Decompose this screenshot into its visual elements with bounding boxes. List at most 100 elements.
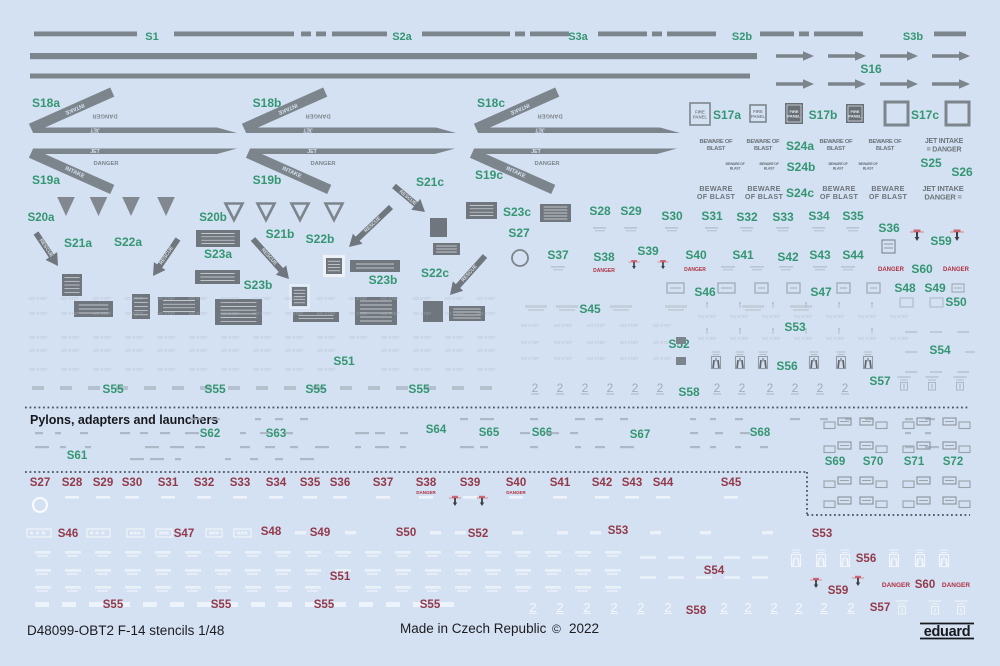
svg-text:NO STEP: NO STEP — [221, 335, 240, 340]
svg-text:BEWARE OF: BEWARE OF — [725, 162, 745, 166]
svg-text:S46: S46 — [58, 528, 78, 540]
svg-text:S22c: S22c — [421, 266, 449, 280]
svg-text:NO STEP: NO STEP — [157, 311, 176, 316]
svg-text:NO STEP: NO STEP — [253, 335, 272, 340]
svg-text:NO STEP: NO STEP — [521, 323, 540, 328]
svg-text:BLAST: BLAST — [730, 167, 742, 171]
svg-text:= DANGER: = DANGER — [927, 147, 962, 154]
svg-text:2: 2 — [795, 600, 802, 615]
svg-text:S42: S42 — [777, 250, 799, 264]
svg-text:BLAST: BLAST — [863, 167, 875, 171]
svg-text:NO STEP: NO STEP — [189, 335, 208, 340]
svg-text:NO STEP: NO STEP — [381, 335, 400, 340]
svg-text:NO STEP: NO STEP — [349, 311, 368, 316]
svg-text:S35: S35 — [300, 477, 321, 489]
svg-text:NO STEP: NO STEP — [587, 356, 606, 361]
svg-text:NO STEP: NO STEP — [762, 336, 781, 341]
svg-text:NO STEP: NO STEP — [445, 367, 464, 372]
svg-text:S31: S31 — [158, 477, 179, 489]
svg-text:NO STEP: NO STEP — [477, 296, 496, 301]
svg-text:2: 2 — [632, 381, 639, 395]
svg-text:FIRE: FIRE — [850, 109, 859, 114]
svg-text:S29: S29 — [620, 204, 642, 218]
svg-text:NO STEP: NO STEP — [413, 335, 432, 340]
svg-text:S44: S44 — [653, 477, 674, 489]
svg-text:S53: S53 — [608, 525, 628, 537]
svg-text:S19a: S19a — [32, 173, 60, 187]
svg-text:S56: S56 — [856, 553, 876, 565]
svg-text:S24c: S24c — [786, 186, 814, 200]
svg-text:NO STEP: NO STEP — [349, 335, 368, 340]
svg-text:NO STEP: NO STEP — [253, 348, 272, 353]
svg-text:NO STEP: NO STEP — [620, 356, 639, 361]
svg-text:NO STEP: NO STEP — [521, 356, 540, 361]
svg-text:S65: S65 — [479, 427, 500, 439]
svg-text:FIRE: FIRE — [695, 110, 705, 115]
svg-text:NO STEP: NO STEP — [445, 311, 464, 316]
svg-text:2: 2 — [744, 600, 751, 615]
svg-text:S54: S54 — [704, 565, 725, 577]
svg-text:2: 2 — [529, 600, 536, 615]
svg-text:BLAST: BLAST — [707, 146, 726, 152]
svg-text:2: 2 — [842, 381, 849, 395]
svg-text:NO STEP: NO STEP — [317, 296, 336, 301]
svg-text:2: 2 — [532, 381, 539, 395]
svg-text:PANEL: PANEL — [693, 115, 708, 120]
svg-text:NO STEP: NO STEP — [826, 336, 845, 341]
svg-text:S49: S49 — [924, 281, 946, 295]
svg-text:NO STEP: NO STEP — [477, 335, 496, 340]
svg-text:DANGER: DANGER — [684, 267, 706, 273]
svg-text:BEWARE: BEWARE — [822, 184, 855, 193]
svg-text:DANGER: DANGER — [310, 161, 336, 167]
svg-text:S59: S59 — [828, 585, 848, 597]
svg-text:S47: S47 — [810, 285, 832, 299]
svg-text:S21c: S21c — [416, 175, 444, 189]
svg-text:S55: S55 — [211, 599, 232, 611]
svg-text:BEWARE OF: BEWARE OF — [820, 139, 854, 145]
svg-text:NO STEP: NO STEP — [93, 335, 112, 340]
svg-text:S42: S42 — [592, 477, 612, 489]
svg-text:NO STEP: NO STEP — [61, 348, 80, 353]
svg-text:S35: S35 — [842, 209, 864, 223]
svg-text:NO STEP: NO STEP — [29, 367, 48, 372]
svg-text:NO STEP: NO STEP — [554, 323, 573, 328]
svg-text:S43: S43 — [622, 477, 642, 489]
svg-text:NO STEP: NO STEP — [858, 314, 877, 319]
svg-text:JET: JET — [90, 149, 100, 155]
svg-text:NO STEP: NO STEP — [285, 367, 304, 372]
svg-text:NO STEP: NO STEP — [221, 348, 240, 353]
svg-text:BEWARE: BEWARE — [747, 184, 780, 193]
svg-text:NO STEP: NO STEP — [317, 367, 336, 372]
svg-text:S47: S47 — [174, 528, 194, 540]
svg-text:NO STEP: NO STEP — [189, 367, 208, 372]
svg-text:NO STEP: NO STEP — [317, 335, 336, 340]
svg-text:S31: S31 — [701, 209, 723, 223]
svg-text:S40: S40 — [506, 477, 526, 489]
svg-text:BEWARE OF: BEWARE OF — [858, 162, 878, 166]
svg-text:S45: S45 — [579, 302, 601, 316]
svg-text:S18a: S18a — [32, 96, 60, 110]
svg-text:2: 2 — [637, 600, 644, 615]
svg-text:S28: S28 — [589, 204, 611, 218]
svg-text:S29: S29 — [93, 477, 113, 489]
svg-text:NO STEP: NO STEP — [445, 348, 464, 353]
svg-text:NO STEP: NO STEP — [794, 314, 813, 319]
svg-text:NO STEP: NO STEP — [477, 311, 496, 316]
svg-text:DANGER: DANGER — [943, 267, 970, 273]
svg-text:Pylons, adapters and launchers: Pylons, adapters and launchers — [30, 413, 218, 427]
svg-text:S18c: S18c — [477, 96, 505, 110]
svg-text:BEWARE OF: BEWARE OF — [747, 139, 781, 145]
svg-text:NO STEP: NO STEP — [29, 296, 48, 301]
svg-text:NO STEP: NO STEP — [125, 348, 144, 353]
svg-text:NO STEP: NO STEP — [125, 311, 144, 316]
svg-text:NO STEP: NO STEP — [253, 296, 272, 301]
svg-text:S19b: S19b — [253, 173, 282, 187]
svg-text:2: 2 — [657, 381, 664, 395]
svg-text:S56: S56 — [776, 359, 798, 373]
svg-text:NO STEP: NO STEP — [29, 348, 48, 353]
svg-text:BEWARE OF: BEWARE OF — [869, 139, 903, 145]
svg-text:2: 2 — [607, 381, 614, 395]
svg-text:NO STEP: NO STEP — [93, 296, 112, 301]
svg-text:NO STEP: NO STEP — [554, 356, 573, 361]
svg-text:S70: S70 — [863, 456, 883, 468]
